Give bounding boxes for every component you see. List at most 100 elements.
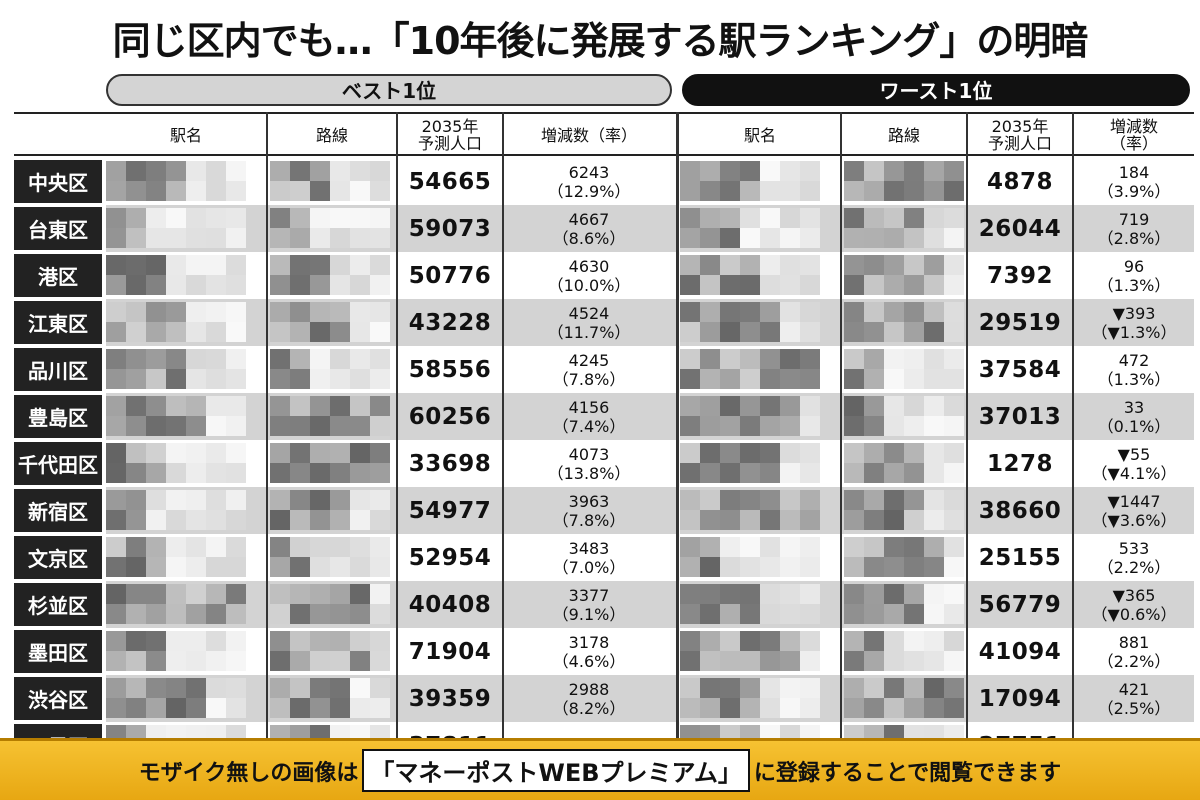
ward-label: 港区 [14, 254, 102, 297]
mosaic-tile [270, 275, 290, 295]
mosaic-tile [106, 698, 126, 718]
mosaic-tile [146, 584, 166, 604]
mosaic-tile [330, 463, 350, 483]
mosaic-tile [126, 698, 146, 718]
best-population: 39359 [408, 685, 492, 712]
mosaic-tile [700, 161, 720, 181]
mosaic-tile [780, 302, 800, 322]
table-row: 新宿区 54977 3963 （7.8%） 38660 ▼1447 （▼3.6%） [14, 487, 1194, 534]
mosaic-tile [290, 584, 310, 604]
mosaic-tile [350, 651, 370, 671]
mosaic-tile [146, 302, 166, 322]
mosaic-tile [720, 255, 740, 275]
mosaic-tile [780, 161, 800, 181]
mosaic-tile [864, 698, 884, 718]
mosaic-tile [884, 510, 904, 530]
mosaic-tile [800, 275, 820, 295]
mosaic-tile [780, 490, 800, 510]
mosaic-tile [226, 228, 246, 248]
mosaic-tile [740, 537, 760, 557]
mosaic-tile [924, 510, 944, 530]
mosaic-tile [290, 604, 310, 624]
mosaic-tile [720, 557, 740, 577]
change-rate: （1.3%） [1097, 275, 1171, 295]
banner-highlight[interactable]: 「マネーポストWEBプレミアム」 [362, 749, 750, 792]
mosaic-tile [206, 631, 226, 651]
mosaic-tile [680, 302, 700, 322]
best-change: 3963 （7.8%） [504, 487, 674, 534]
mosaic-tile [146, 510, 166, 530]
mosaic-tile [800, 369, 820, 389]
premium-banner[interactable]: モザイク無しの画像は 「マネーポストWEBプレミアム」 に登録することで閲覧でき… [0, 738, 1200, 800]
header-line-best: 路線 [315, 125, 348, 145]
mosaic-tile [864, 369, 884, 389]
mosaic-tile [226, 678, 246, 698]
mosaic-tile [350, 396, 370, 416]
mosaic-tile [226, 631, 246, 651]
mosaic-tile [864, 557, 884, 577]
mosaic-tile [864, 584, 884, 604]
mosaic-tile [700, 396, 720, 416]
mosaic-tile [924, 302, 944, 322]
mosaic-tile [126, 396, 146, 416]
mosaic-tile [310, 208, 330, 228]
mosaic-tile [904, 443, 924, 463]
mosaic-tile [924, 369, 944, 389]
mosaic-tile [166, 490, 186, 510]
table-row: 品川区 58556 4245 （7.8%） 37584 472 （1.3%） [14, 346, 1194, 393]
mosaic-tile [800, 416, 820, 436]
mosaic-tile [146, 275, 166, 295]
change-rate: （3.9%） [1097, 181, 1171, 201]
mosaic-tile [780, 698, 800, 718]
mosaic-tile [944, 161, 964, 181]
mosaic-tile [700, 537, 720, 557]
worst-change: ▼365 （▼0.6%） [1074, 581, 1194, 628]
mosaic-tile [186, 396, 206, 416]
mosaic-tile [310, 349, 330, 369]
mosaic-tile [884, 651, 904, 671]
line-mosaic [270, 302, 394, 343]
mosaic-tile [186, 537, 206, 557]
banner-text-before: モザイク無しの画像は [138, 760, 359, 786]
mosaic-tile [780, 604, 800, 624]
mosaic-tile [924, 604, 944, 624]
mosaic-tile [146, 349, 166, 369]
mosaic-tile [226, 698, 246, 718]
header-line-worst: 路線 [887, 125, 920, 145]
mosaic-tile [106, 228, 126, 248]
mosaic-tile [700, 584, 720, 604]
mosaic-tile [864, 228, 884, 248]
mosaic-tile [844, 631, 864, 651]
mosaic-tile [370, 678, 390, 698]
worst-population: 38660 [978, 497, 1062, 524]
best-change: 4630 （10.0%） [504, 252, 674, 299]
mosaic-tile [864, 416, 884, 436]
best-change: 3377 （9.1%） [504, 581, 674, 628]
mosaic-tile [760, 228, 780, 248]
mosaic-tile [186, 510, 206, 530]
mosaic-tile [290, 255, 310, 275]
mosaic-tile [800, 463, 820, 483]
mosaic-tile [924, 443, 944, 463]
best-change: 3483 （7.0%） [504, 534, 674, 581]
mosaic-tile [290, 208, 310, 228]
station-mosaic [680, 443, 838, 484]
mosaic-tile [864, 537, 884, 557]
mosaic-tile [186, 463, 206, 483]
mosaic-tile [844, 255, 864, 275]
mosaic-tile [290, 510, 310, 530]
mosaic-tile [780, 678, 800, 698]
mosaic-tile [166, 443, 186, 463]
mosaic-tile [780, 228, 800, 248]
mosaic-tile [206, 208, 226, 228]
mosaic-tile [166, 181, 186, 201]
mosaic-tile [740, 416, 760, 436]
mosaic-tile [864, 349, 884, 369]
mosaic-tile [270, 181, 290, 201]
mosaic-tile [290, 322, 310, 342]
mosaic-tile [844, 181, 864, 201]
station-mosaic [680, 349, 838, 390]
mosaic-tile [310, 181, 330, 201]
mosaic-tile [904, 490, 924, 510]
mosaic-tile [740, 255, 760, 275]
